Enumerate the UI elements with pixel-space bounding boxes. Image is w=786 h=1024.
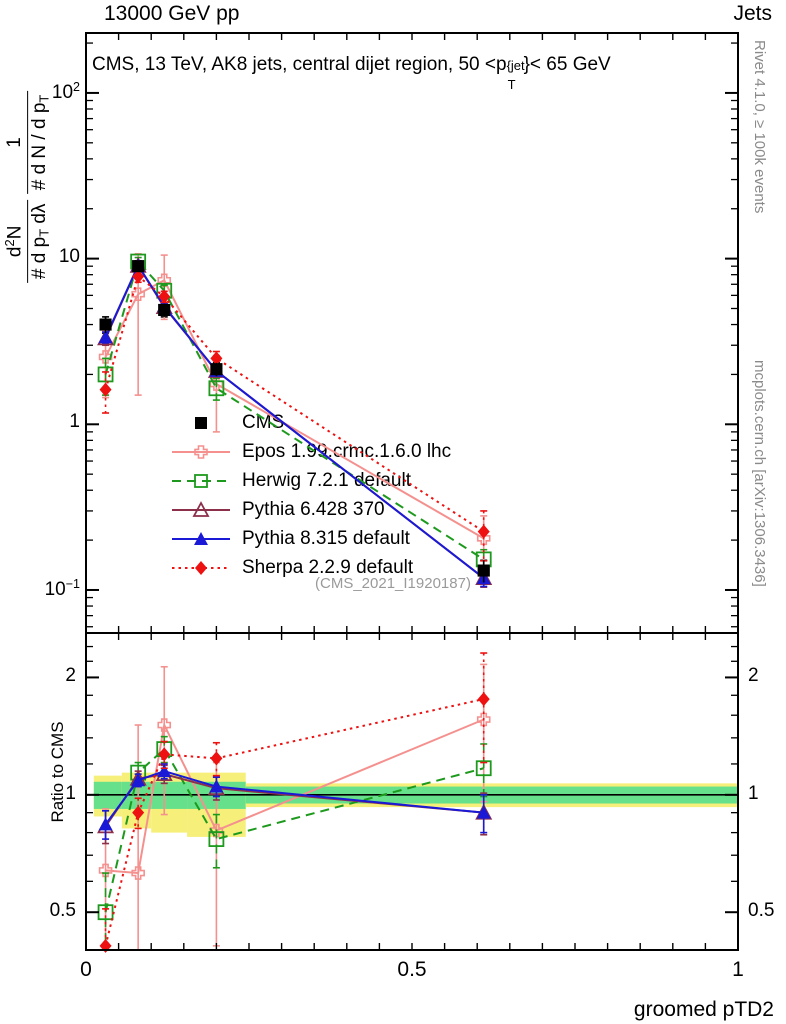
marker-square-filled xyxy=(477,564,490,577)
legend-marker-triangle-filled xyxy=(170,528,232,550)
marker-diamond-filled xyxy=(158,747,171,762)
marker-square-filled xyxy=(132,260,145,273)
marker-triangle-filled xyxy=(157,764,172,778)
ratio-y-tick-label-right: 2 xyxy=(748,665,759,687)
marker-square-open xyxy=(475,760,492,777)
marker-diamond-filled xyxy=(99,382,112,397)
legend-label: Herwig 7.2.1 default xyxy=(242,469,411,491)
ratio-y-tick-label-right: 1 xyxy=(748,782,759,804)
plot-title: CMS, 13 TeV, AK8 jets, central dijet reg… xyxy=(92,54,611,92)
plot-title-b: }< 65 GeV xyxy=(523,54,611,75)
legend-marker-square-filled xyxy=(170,412,232,434)
marker-diamond-filled xyxy=(477,692,490,707)
legend-marker-diamond-filled xyxy=(170,557,232,579)
marker-triangle-filled xyxy=(476,805,491,819)
legend-entry[interactable]: Pythia 8.315 default xyxy=(170,524,451,553)
legend-label: Pythia 6.428 370 xyxy=(242,498,385,520)
legend-label: Sherpa 2.2.9 default xyxy=(242,556,414,578)
marker-diamond-filled xyxy=(132,269,145,284)
xaxis-label: groomed pTD2 xyxy=(633,998,774,1021)
marker-cross-open xyxy=(98,863,113,878)
x-tick-label: 0 xyxy=(80,958,92,981)
main-panel-frame xyxy=(85,32,739,634)
marker-cross-open xyxy=(157,718,172,732)
marker-square-open xyxy=(208,831,225,847)
legend-entry[interactable]: Pythia 6.428 370 xyxy=(170,495,451,524)
x-tick-label: 0.5 xyxy=(397,958,427,981)
ratio-y-tick-label-right: 0.5 xyxy=(748,900,775,922)
y-tick-label: 10−1 xyxy=(0,577,80,601)
ratio-y-tick-label-left: 2 xyxy=(65,665,76,687)
marker-diamond-filled xyxy=(210,351,223,366)
plot-title-subscript: T xyxy=(507,77,516,92)
y-tick-label: 10 xyxy=(0,246,80,268)
plot-title-superscript: {jet xyxy=(506,58,525,73)
legend-label: Pythia 8.315 default xyxy=(242,527,410,549)
legend-marker-square-open xyxy=(170,470,232,492)
marker-square-filled xyxy=(210,363,223,376)
legend-entry[interactable]: Epos 1.99.crmc.1.6.0 lhc xyxy=(170,437,451,466)
marker-cross-open xyxy=(476,712,491,727)
y-tick-label: 1 xyxy=(0,411,80,433)
legend-entry[interactable]: Sherpa 2.2.9 default xyxy=(170,553,451,582)
marker-triangle-filled xyxy=(209,779,224,793)
marker-cross-open xyxy=(476,531,491,546)
legend: CMS Epos 1.99.crmc.1.6.0 lhc Herwig 7.2.1 … xyxy=(170,408,451,582)
analysis-id-watermark: (CMS_2021_I1920187) xyxy=(315,575,471,592)
marker-square-filled xyxy=(158,303,171,316)
marker-triangle-filled xyxy=(131,773,146,787)
ratio-series-line xyxy=(104,698,484,947)
y-tick-label: 102 xyxy=(0,80,80,104)
legend-label: Epos 1.99.crmc.1.6.0 lhc xyxy=(242,440,452,462)
marker-triangle-filled xyxy=(98,330,113,344)
y-tick-mantissa: 10 xyxy=(51,81,74,103)
marker-cross-open xyxy=(98,350,113,364)
marker-square-open xyxy=(97,366,114,383)
header-analysis-label: Jets xyxy=(733,2,772,25)
y-tick-exponent: 2 xyxy=(73,79,80,94)
header-beam-label: 13000 GeV pp xyxy=(104,2,240,25)
legend-marker-cross-open xyxy=(170,441,232,463)
marker-diamond-filled xyxy=(477,524,490,539)
marker-diamond-filled xyxy=(132,805,145,820)
ratio-y-tick-label-left: 0.5 xyxy=(49,900,76,922)
marker-square-filled xyxy=(99,318,112,331)
marker-triangle-filled xyxy=(98,817,113,831)
ratio-y-tick-label-left: 1 xyxy=(65,782,76,804)
marker-square-open xyxy=(208,380,225,397)
ratio-series-line xyxy=(104,747,484,913)
y-tick-exponent: −1 xyxy=(65,576,80,591)
marker-cross-open xyxy=(131,287,145,301)
y-tick-mantissa: 10 xyxy=(44,578,66,600)
marker-cross-open xyxy=(209,823,224,838)
x-tick-label: 1 xyxy=(732,958,744,981)
legend-marker-triangle-open xyxy=(170,499,232,521)
plot-title-a: CMS, 13 TeV, AK8 jets, central dijet reg… xyxy=(92,54,507,75)
y-tick-mantissa: 10 xyxy=(58,245,80,267)
marker-cross-open xyxy=(131,866,145,880)
marker-diamond-filled xyxy=(210,751,223,766)
y-tick-mantissa: 1 xyxy=(69,411,80,433)
legend-entry[interactable]: Herwig 7.2.1 default xyxy=(170,466,451,495)
marker-diamond-filled xyxy=(158,289,171,304)
marker-cross-open xyxy=(157,273,172,288)
